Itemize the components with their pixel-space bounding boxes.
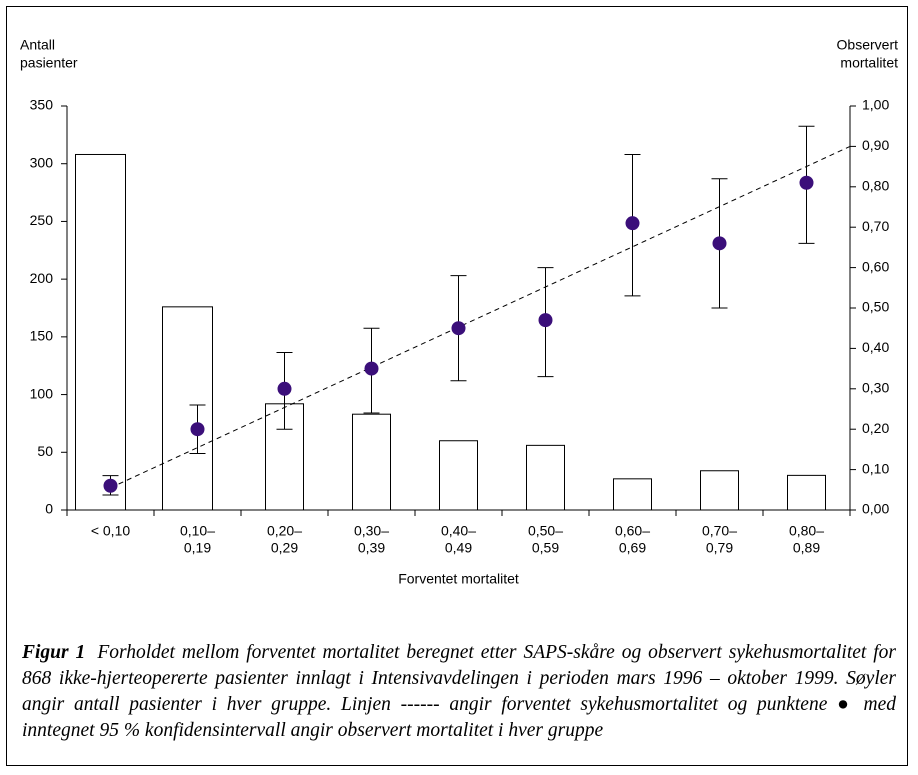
bar bbox=[75, 153, 126, 511]
expected-line bbox=[110, 145, 851, 489]
y2-tick-label: 0,00 bbox=[862, 501, 889, 517]
y2-tick-label: 0,80 bbox=[862, 178, 889, 194]
x-tick-label: 0,79 bbox=[706, 540, 733, 556]
caption-label: Figur 1 bbox=[22, 642, 86, 663]
bar bbox=[352, 413, 391, 511]
y-tick-label: 150 bbox=[30, 328, 54, 344]
x-tick-label: 0,20– bbox=[267, 523, 302, 539]
y2-tick-label: 0,70 bbox=[862, 218, 889, 234]
y-tick-label: 350 bbox=[30, 97, 54, 113]
y-axis-label: Antall bbox=[20, 37, 55, 53]
x-tick-label: < 0,10 bbox=[91, 523, 131, 539]
y-tick-label: 200 bbox=[30, 270, 54, 286]
bar bbox=[700, 470, 739, 511]
x-tick-label: 0,10– bbox=[180, 523, 215, 539]
bar bbox=[787, 474, 826, 511]
bar bbox=[613, 478, 652, 511]
y2-axis-label: Observert bbox=[837, 37, 899, 53]
y-tick-label: 50 bbox=[37, 443, 53, 459]
x-tick-label: 0,80– bbox=[789, 523, 824, 539]
caption: Figur 1 Forholdet mellom forventet mortal… bbox=[22, 640, 896, 744]
point bbox=[277, 381, 292, 396]
x-tick-label: 0,30– bbox=[354, 523, 389, 539]
point bbox=[799, 175, 814, 190]
point bbox=[712, 236, 727, 251]
y2-tick-label: 1,00 bbox=[862, 97, 889, 113]
x-tick-label: 0,70– bbox=[702, 523, 737, 539]
x-tick-label: 0,39 bbox=[358, 540, 385, 556]
figure-frame bbox=[6, 6, 908, 766]
point bbox=[451, 321, 466, 336]
y2-tick-label: 0,60 bbox=[862, 258, 889, 274]
x-tick-label: 0,29 bbox=[271, 540, 298, 556]
y-tick-label: 0 bbox=[45, 501, 53, 517]
y2-tick-label: 0,90 bbox=[862, 137, 889, 153]
bar bbox=[162, 306, 213, 511]
point bbox=[190, 422, 205, 437]
x-tick-label: 0,49 bbox=[445, 540, 472, 556]
y2-tick-label: 0,50 bbox=[862, 299, 889, 315]
point bbox=[364, 361, 379, 376]
x-tick-label: 0,59 bbox=[532, 540, 559, 556]
y-tick-label: 300 bbox=[30, 154, 54, 170]
x-tick-label: 0,50– bbox=[528, 523, 563, 539]
y2-tick-label: 0,40 bbox=[862, 339, 889, 355]
bar bbox=[439, 440, 478, 511]
y2-tick-label: 0,30 bbox=[862, 380, 889, 396]
y-tick-label: 250 bbox=[30, 212, 54, 228]
x-tick-label: 0,69 bbox=[619, 540, 646, 556]
x-axis-label: Forventet mortalitet bbox=[398, 571, 519, 587]
chart: 0 50 100 150 200 250 300 350 0,00 0,10 0,20 0,30 0,4… bbox=[20, 37, 899, 587]
y2-tick-label: 0,10 bbox=[862, 460, 889, 476]
bar bbox=[526, 444, 565, 511]
point bbox=[103, 478, 118, 493]
point bbox=[625, 216, 640, 231]
x-tick-label: 0,19 bbox=[184, 540, 211, 556]
y-axis-label: pasienter bbox=[20, 55, 78, 71]
x-tick-label: 0,89 bbox=[793, 540, 820, 556]
point bbox=[538, 313, 553, 328]
y2-axis-label: mortalitet bbox=[840, 55, 898, 71]
y-tick-label: 100 bbox=[30, 385, 54, 401]
x-tick-label: 0,40– bbox=[441, 523, 476, 539]
y2-tick-label: 0,20 bbox=[862, 420, 889, 436]
caption-text: Forholdet mellom forventet mortalitet be… bbox=[22, 642, 897, 741]
x-tick-label: 0,60– bbox=[615, 523, 650, 539]
